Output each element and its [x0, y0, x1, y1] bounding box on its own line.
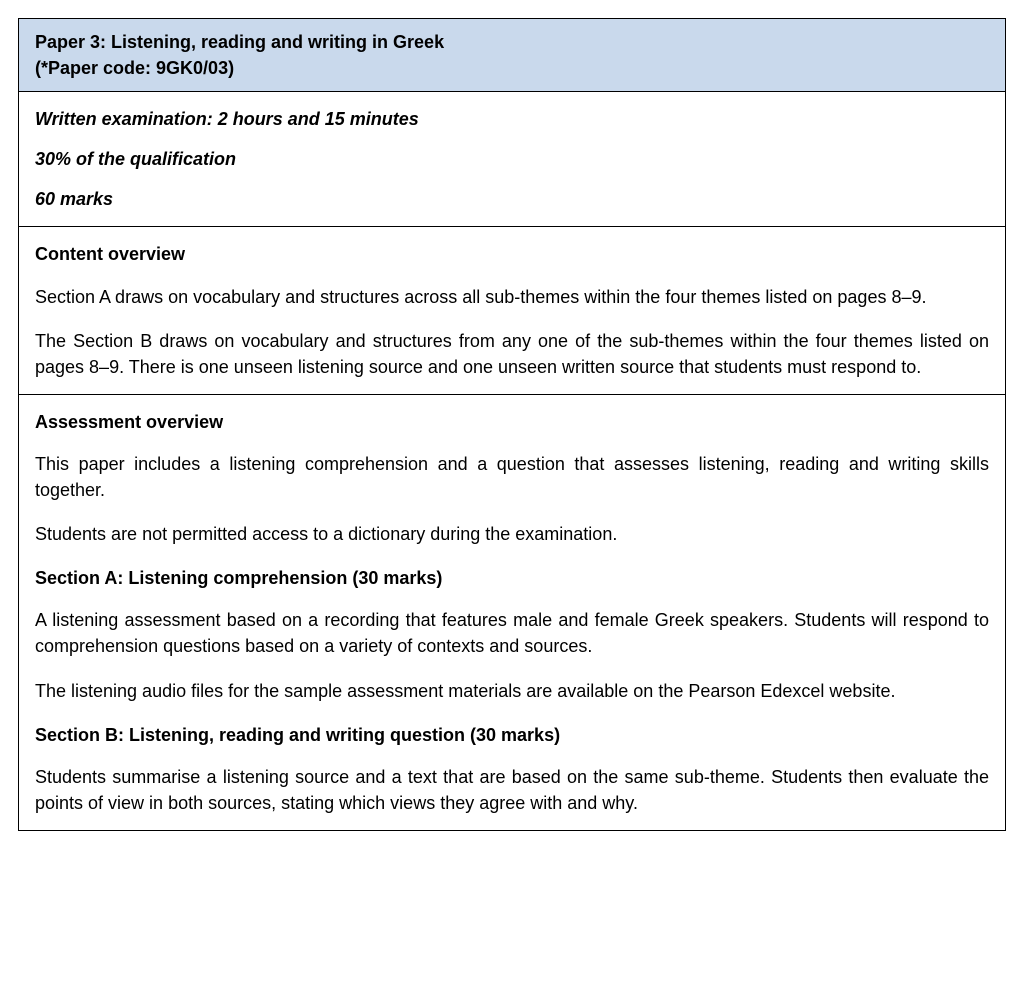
assessment-overview-p1: This paper includes a listening comprehe…	[35, 451, 989, 503]
exam-duration: Written examination: 2 hours and 15 minu…	[35, 106, 989, 132]
content-overview-p2: The Section B draws on vocabulary and st…	[35, 328, 989, 380]
assessment-overview-heading: Assessment overview	[35, 409, 989, 435]
assessment-overview-section: Assessment overview This paper includes …	[19, 395, 1005, 830]
section-a-p2: The listening audio files for the sample…	[35, 678, 989, 704]
content-overview-p1: Section A draws on vocabulary and struct…	[35, 284, 989, 310]
section-a-p1: A listening assessment based on a record…	[35, 607, 989, 659]
assessment-overview-p2: Students are not permitted access to a d…	[35, 521, 989, 547]
meta-row: Written examination: 2 hours and 15 minu…	[19, 92, 1005, 227]
paper-spec-table: Paper 3: Listening, reading and writing …	[18, 18, 1006, 831]
paper-title-line2: (*Paper code: 9GK0/03)	[35, 55, 989, 81]
section-b-p1: Students summarise a listening source an…	[35, 764, 989, 816]
content-overview-section: Content overview Section A draws on voca…	[19, 227, 1005, 394]
content-overview-heading: Content overview	[35, 241, 989, 267]
exam-marks: 60 marks	[35, 186, 989, 212]
header-row: Paper 3: Listening, reading and writing …	[19, 19, 1005, 92]
exam-weighting: 30% of the qualification	[35, 146, 989, 172]
section-a-heading: Section A: Listening comprehension (30 m…	[35, 565, 989, 591]
paper-title-line1: Paper 3: Listening, reading and writing …	[35, 29, 989, 55]
section-b-heading: Section B: Listening, reading and writin…	[35, 722, 989, 748]
